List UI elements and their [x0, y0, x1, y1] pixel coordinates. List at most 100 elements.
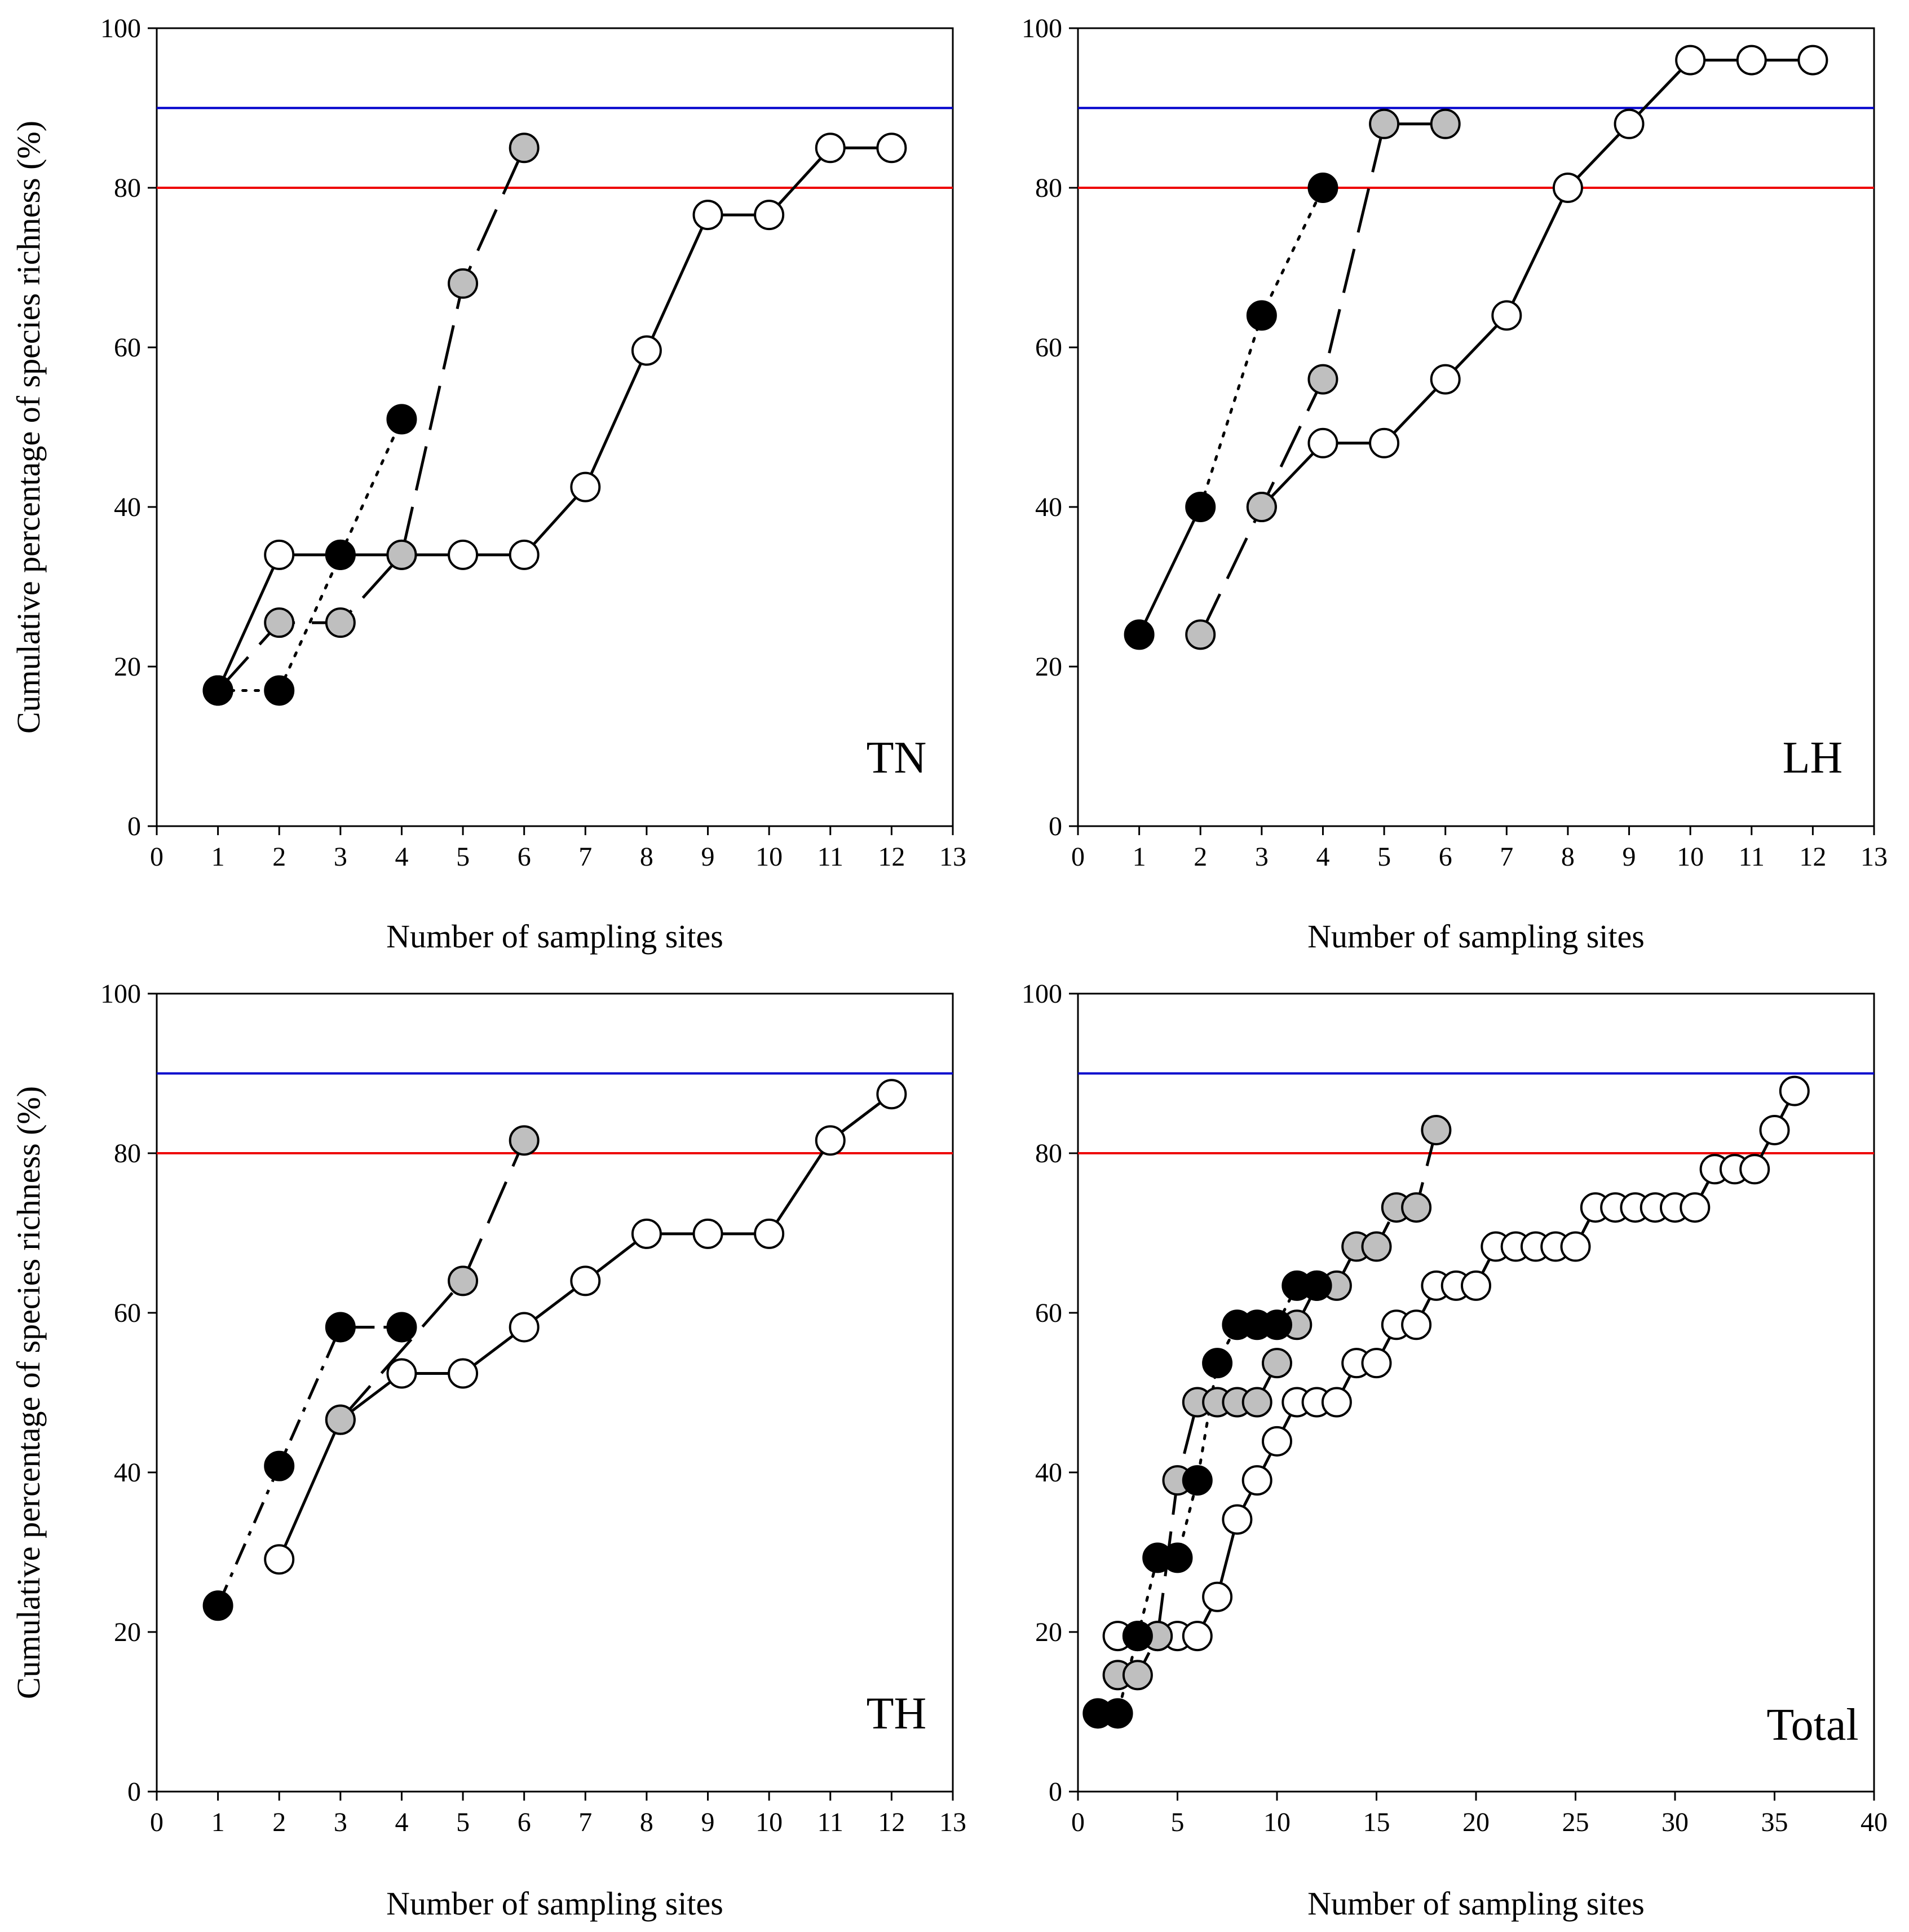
- x-tick-label: 13: [939, 1807, 966, 1837]
- data-point-gray: [325, 1404, 356, 1435]
- y-tick-label: 80: [1035, 1139, 1062, 1168]
- y-tick-label: 100: [100, 14, 141, 43]
- x-tick-label: 20: [1462, 1807, 1490, 1837]
- x-tick-label: 2: [1194, 842, 1207, 872]
- x-tick-label: 12: [878, 842, 905, 872]
- y-tick-label: 80: [1035, 173, 1062, 203]
- y-tick-label: 100: [100, 979, 141, 1009]
- series-line-black-dotted: [1199, 186, 1324, 509]
- data-point-white: [692, 1218, 723, 1249]
- data-point-white: [754, 200, 785, 231]
- y-tick-label: 40: [114, 492, 141, 522]
- data-point-white: [386, 1358, 417, 1389]
- y-tick-label: 0: [127, 811, 141, 841]
- y-tick-label: 100: [1022, 14, 1062, 43]
- y-tick-label: 0: [127, 1777, 141, 1807]
- x-tick-label: 8: [1561, 842, 1575, 872]
- data-point-gray: [1246, 492, 1277, 522]
- data-point-gray: [1401, 1192, 1432, 1223]
- data-point-white: [1797, 45, 1828, 76]
- data-point-white: [631, 1218, 662, 1249]
- data-point-white: [1241, 1465, 1272, 1496]
- x-tick-label: 10: [755, 1807, 783, 1837]
- panel-label: LH: [1783, 733, 1843, 783]
- y-tick-label: 60: [114, 333, 141, 363]
- data-point-white: [1491, 300, 1522, 331]
- x-tick-label: 9: [1623, 842, 1636, 872]
- data-point-black: [386, 1312, 417, 1343]
- data-point-white: [754, 1218, 785, 1249]
- y-tick-label: 20: [114, 652, 141, 682]
- x-tick-label: 12: [1799, 842, 1826, 872]
- x-tick-label: 13: [1861, 842, 1888, 872]
- data-point-white: [876, 1079, 907, 1110]
- x-tick-label: 0: [150, 842, 163, 872]
- y-tick-label: 40: [1035, 1458, 1062, 1488]
- data-point-white: [1739, 1154, 1770, 1185]
- data-point-white: [692, 200, 723, 231]
- panel-label: TH: [867, 1689, 927, 1739]
- data-point-gray: [1430, 108, 1461, 139]
- data-point-white: [1361, 1348, 1392, 1379]
- y-tick-label: 20: [1035, 1617, 1062, 1647]
- x-tick-label: 35: [1761, 1807, 1788, 1837]
- data-point-black: [1246, 300, 1277, 331]
- x-tick-label: 7: [578, 842, 592, 872]
- x-tick-label: 1: [211, 842, 225, 872]
- x-tick-label: 3: [1255, 842, 1269, 872]
- data-point-white: [1430, 364, 1461, 395]
- data-point-gray: [509, 1125, 540, 1156]
- data-point-black: [1162, 1542, 1193, 1573]
- y-tick-label: 0: [1049, 811, 1062, 841]
- x-tick-label: 6: [518, 842, 531, 872]
- x-tick-label: 30: [1661, 1807, 1689, 1837]
- data-point-gray: [1241, 1387, 1272, 1418]
- data-point-gray: [386, 539, 417, 570]
- x-tick-label: 15: [1363, 1807, 1390, 1837]
- data-point-black: [325, 539, 356, 570]
- plot-frame: [1077, 27, 1875, 827]
- x-tick-label: 4: [1316, 842, 1329, 872]
- x-tick-label: 8: [640, 1807, 653, 1837]
- data-point-black: [264, 1450, 295, 1481]
- series-line-gray: [216, 147, 525, 692]
- panel-label: TN: [867, 733, 927, 783]
- x-tick-label: 6: [518, 1807, 531, 1837]
- data-point-gray: [325, 607, 356, 638]
- data-point-gray: [1262, 1348, 1292, 1379]
- data-point-black: [1182, 1465, 1213, 1496]
- x-tick-label: 7: [1500, 842, 1513, 872]
- x-tick-label: 7: [578, 1807, 592, 1837]
- data-point-white: [448, 539, 479, 570]
- data-point-white: [815, 1125, 846, 1156]
- data-point-black: [1122, 1621, 1153, 1652]
- y-tick-label: 60: [114, 1298, 141, 1328]
- y-axis-title: Cumulative percentage of species richnes…: [10, 121, 47, 734]
- data-point-white: [264, 539, 295, 570]
- data-point-black: [1102, 1698, 1133, 1729]
- x-tick-label: 5: [1171, 1807, 1185, 1837]
- x-tick-label: 1: [1133, 842, 1146, 872]
- data-point-black: [1185, 492, 1216, 522]
- panel-total: 0 5 10 15 20 25 30 35 40 0 20 40 60 80 100 Number of sa…: [1022, 979, 1888, 1922]
- data-point-black: [264, 675, 295, 706]
- data-point-white: [448, 1358, 479, 1389]
- y-tick-label: 20: [114, 1617, 141, 1647]
- data-point-white: [876, 133, 907, 164]
- x-tick-label: 2: [272, 842, 286, 872]
- x-tick-label: 1: [211, 1807, 225, 1837]
- data-point-white: [1680, 1192, 1711, 1223]
- x-tick-label: 2: [272, 1807, 286, 1837]
- data-point-white: [1779, 1075, 1810, 1106]
- data-point-black: [1202, 1348, 1233, 1379]
- y-tick-label: 40: [1035, 492, 1062, 522]
- data-point-white: [1401, 1309, 1432, 1340]
- data-point-black: [325, 1312, 356, 1343]
- y-tick-label: 40: [114, 1458, 141, 1488]
- x-tick-label: 4: [395, 842, 408, 872]
- panel-label: Total: [1766, 1700, 1858, 1750]
- series-line-gray: [339, 1140, 525, 1421]
